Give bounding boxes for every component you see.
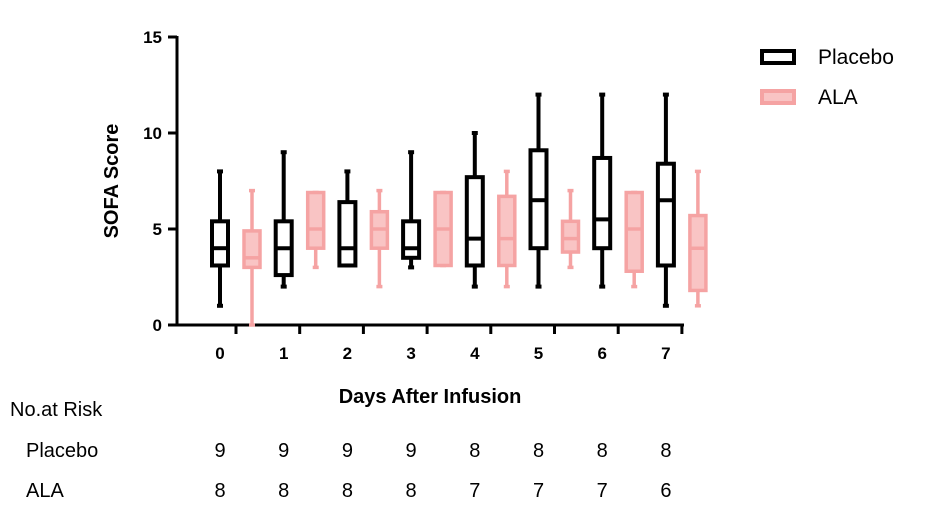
x-tick-label: 0: [215, 344, 224, 363]
box-ala-day-6: [624, 190, 644, 289]
y-axis-title: SOFA Score: [101, 124, 123, 239]
box-placebo-day-7: [655, 92, 676, 308]
box-placebo-day-2: [337, 169, 358, 268]
x-axis-title: Days After Infusion: [339, 386, 522, 408]
box-ala-day-1: [305, 190, 326, 270]
legend-swatch-ala: [760, 89, 796, 105]
box-placebo-day-0: [210, 169, 230, 308]
box-placebo-day-5: [528, 92, 549, 289]
y-tick-label: 0: [153, 316, 162, 335]
iqr-box: [242, 229, 262, 270]
y-tick-label: 15: [143, 28, 162, 47]
box-ala-day-7: [688, 169, 708, 308]
risk-count: 6: [660, 480, 672, 502]
box-series: [210, 92, 708, 327]
iqr-box: [624, 190, 644, 273]
risk-row-label: ALA: [26, 480, 64, 502]
box-ala-day-5: [560, 188, 581, 270]
iqr-box: [592, 155, 613, 251]
risk-count: 7: [532, 480, 545, 502]
risk-count: 8: [341, 480, 353, 502]
risk-count: 9: [405, 440, 417, 462]
box-ala-day-0: [242, 188, 262, 327]
iqr-box: [560, 219, 581, 254]
y-tick-label: 10: [143, 124, 162, 143]
risk-count: 8: [214, 480, 226, 502]
iqr-box: [401, 219, 422, 260]
box-ala-day-4: [497, 169, 517, 289]
iqr-box: [337, 200, 358, 268]
iqr-box: [305, 190, 326, 250]
risk-count: 7: [596, 480, 608, 502]
box-placebo-day-6: [592, 92, 613, 289]
risk-count: 9: [214, 440, 226, 462]
risk-count: 9: [341, 440, 353, 462]
x-tick-label: 3: [406, 344, 415, 363]
iqr-box: [210, 219, 230, 268]
legend-label-placebo: Placebo: [818, 46, 894, 69]
legend: Placebo ALA: [760, 46, 894, 109]
box-placebo-day-1: [273, 150, 294, 289]
risk-count: 8: [278, 480, 290, 502]
risk-count: 8: [405, 480, 417, 502]
box-ala-day-2: [369, 188, 390, 289]
axes: 0 5 10 15 0 1 2 3 4 5 6 7 Days After Infusion SOFA Sc…: [101, 28, 684, 408]
x-tick-label: 5: [534, 344, 543, 363]
risk-count: 8: [596, 440, 608, 462]
legend-label-ala: ALA: [818, 86, 858, 109]
series-placebo: [210, 92, 676, 308]
iqr-box: [655, 161, 676, 268]
box-placebo-day-3: [401, 150, 422, 270]
risk-count: 9: [278, 440, 290, 462]
y-tick-label: 5: [153, 220, 162, 239]
x-tick-label: 6: [597, 344, 606, 363]
legend-swatch-placebo: [760, 49, 796, 65]
series-ala: [242, 169, 708, 327]
risk-count: 8: [660, 440, 672, 462]
iqr-box: [688, 213, 708, 293]
box-placebo-day-4: [464, 131, 485, 289]
risk-count: 8: [532, 440, 545, 462]
x-tick-label: 1: [279, 344, 288, 363]
x-tick-label: 2: [343, 344, 352, 363]
risk-count: 8: [469, 440, 481, 462]
x-tick-label: 7: [661, 344, 670, 363]
box-ala-day-3: [433, 190, 453, 268]
risk-row-label: Placebo: [26, 440, 99, 462]
risk-count: 7: [469, 480, 481, 502]
iqr-box: [464, 175, 485, 268]
iqr-box: [497, 194, 517, 268]
risk-table-title: No.at Risk: [10, 399, 103, 421]
x-tick-label: 4: [470, 344, 480, 363]
